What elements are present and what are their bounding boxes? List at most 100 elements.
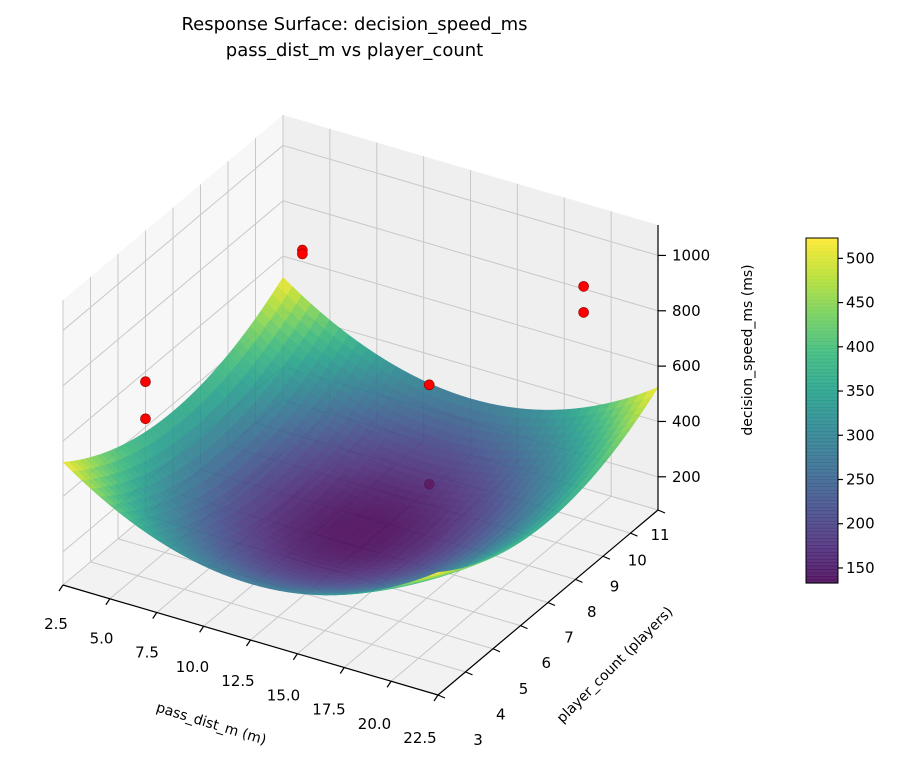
colorbar-segment: [806, 531, 838, 536]
gridline-z: [282, 144, 659, 256]
colorbar-segment: [806, 369, 838, 374]
colorbar-segment: [806, 576, 838, 581]
x-tick-label: 22.5: [403, 729, 436, 747]
colorbar-segment: [806, 296, 838, 301]
colorbar: [805, 237, 839, 584]
colorbar-segment: [806, 262, 838, 267]
x-tick: [246, 639, 251, 647]
colorbar-segment: [806, 307, 838, 312]
colorbar-segment: [806, 555, 838, 560]
z-tick-label: 400: [672, 412, 701, 430]
colorbar-segment: [806, 258, 838, 263]
colorbar-segment: [806, 496, 838, 501]
y-tick-label: 4: [496, 705, 506, 723]
colorbar-segment: [806, 472, 838, 477]
surface-patch: [428, 571, 444, 577]
data-point: [140, 413, 151, 425]
colorbar-segment: [806, 310, 838, 315]
z-tick-label: 200: [672, 468, 701, 486]
colorbar-tick-label: 250: [846, 471, 875, 489]
y-axis-label: player_count (players): [554, 604, 676, 726]
colorbar-segment: [806, 289, 838, 294]
colorbar-tick-label: 450: [846, 294, 875, 312]
colorbar-segment: [806, 248, 838, 253]
colorbar-segment: [806, 562, 838, 567]
colorbar-segment: [806, 317, 838, 322]
colorbar-segment: [806, 424, 838, 429]
colorbar-segment: [806, 420, 838, 425]
y-tick-label: 8: [587, 603, 597, 621]
y-tick: [465, 671, 473, 676]
z-tick-label: 600: [672, 357, 701, 375]
colorbar-segment: [806, 489, 838, 494]
colorbar-segment: [806, 279, 838, 284]
colorbar-segment: [806, 503, 838, 508]
colorbar-segment: [806, 275, 838, 280]
colorbar-segment: [806, 417, 838, 422]
colorbar-segment: [806, 300, 838, 305]
data-point: [140, 376, 151, 388]
colorbar-segment: [806, 393, 838, 398]
colorbar-segment: [806, 482, 838, 487]
colorbar-segment: [806, 565, 838, 570]
x-tick-label: 7.5: [135, 644, 159, 662]
colorbar-segment: [806, 362, 838, 367]
colorbar-segment: [806, 269, 838, 274]
colorbar-segment: [806, 569, 838, 574]
data-point: [578, 281, 589, 292]
colorbar-segment: [806, 324, 838, 329]
colorbar-segment: [806, 579, 838, 584]
colorbar-segment: [806, 244, 838, 249]
colorbar-segment: [806, 341, 838, 346]
colorbar-segment: [806, 541, 838, 546]
colorbar-segment: [806, 458, 838, 463]
colorbar-segment: [806, 303, 838, 308]
data-point: [297, 248, 308, 260]
colorbar-segment: [806, 427, 838, 432]
colorbar-segment: [806, 476, 838, 481]
y-tick: [630, 532, 638, 537]
colorbar-segment: [806, 465, 838, 470]
colorbar-segment: [806, 338, 838, 343]
colorbar-segment: [806, 462, 838, 467]
colorbar-segment: [806, 241, 838, 246]
colorbar-tick-label: 350: [846, 382, 875, 400]
colorbar-segment: [806, 358, 838, 363]
colorbar-segment: [806, 355, 838, 360]
colorbar-segment: [806, 293, 838, 298]
colorbar-segment: [806, 479, 838, 484]
y-tick: [547, 601, 556, 607]
gridline-z: [62, 200, 284, 387]
colorbar-segment: [806, 524, 838, 529]
colorbar-segment: [806, 434, 838, 439]
z-tick-label: 1000: [672, 246, 710, 264]
y-tick: [520, 625, 528, 630]
colorbar-segment: [806, 507, 838, 512]
colorbar-segment: [806, 365, 838, 370]
x-tick: [433, 694, 439, 702]
colorbar-segment: [806, 379, 838, 384]
colorbar-segment: [806, 438, 838, 443]
colorbar-segment: [806, 255, 838, 260]
colorbar-segment: [806, 500, 838, 505]
y-tick-label: 10: [628, 552, 647, 570]
colorbar-segment: [806, 469, 838, 474]
chart-title: Response Surface: decision_speed_ms: [181, 14, 528, 35]
colorbar-tick-label: 400: [846, 338, 875, 356]
y-tick: [602, 555, 611, 560]
y-tick: [492, 648, 501, 653]
colorbar-segment: [806, 344, 838, 349]
x-tick-label: 2.5: [44, 615, 68, 633]
gridline-z: [282, 255, 659, 367]
x-tick-label: 20.0: [358, 715, 391, 733]
colorbar-segment: [806, 265, 838, 270]
colorbar-segment: [806, 514, 838, 519]
y-tick-label: 11: [650, 526, 669, 544]
x-tick-label: 10.0: [176, 658, 209, 676]
colorbar-segment: [806, 400, 838, 405]
gridline-y: [90, 561, 466, 673]
colorbar-segment: [806, 286, 838, 291]
x-tick-label: 17.5: [312, 701, 345, 719]
colorbar-segment: [806, 334, 838, 339]
